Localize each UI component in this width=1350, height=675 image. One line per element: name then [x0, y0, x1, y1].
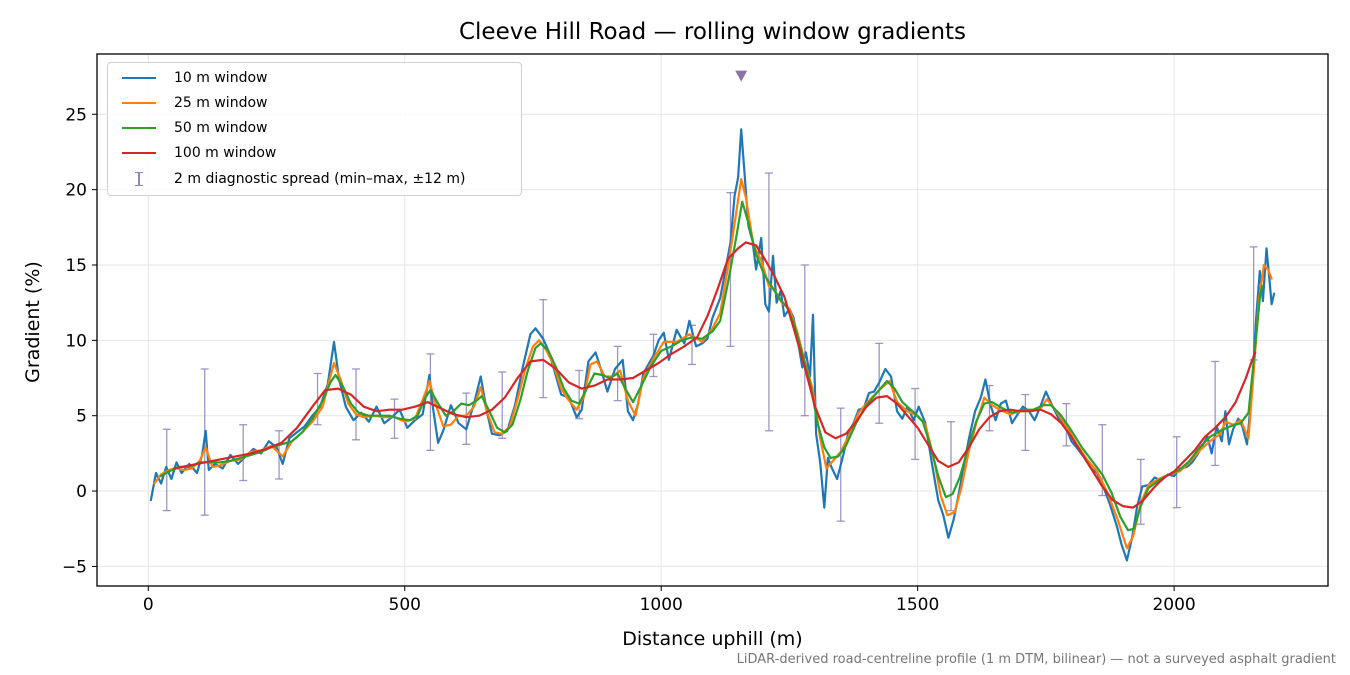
y-tick-label: 10 — [65, 331, 87, 351]
errorbar — [1021, 393, 1030, 452]
legend-item-25m: 25 m window — [122, 92, 267, 114]
y-tick-label: 20 — [65, 181, 87, 201]
x-tick-label: 0 — [143, 595, 154, 615]
legend-swatch-100m — [122, 146, 156, 160]
x-axis-ticks: 0 500 1000 1500 2000 — [143, 586, 1196, 615]
legend-label: 25 m window — [174, 95, 268, 111]
y-axis-ticks: −5 0 5 10 15 20 25 — [62, 105, 97, 577]
errorbar — [239, 424, 248, 482]
legend-swatch-10m — [122, 71, 156, 85]
errorbar — [498, 371, 507, 439]
series-100m-line — [172, 241, 1257, 509]
errorbar — [462, 392, 471, 445]
errorbar — [352, 368, 361, 441]
legend-label: 100 m window — [174, 145, 277, 161]
errorbar — [1211, 360, 1220, 467]
footnote: LiDAR-derived road-centreline profile (1… — [736, 652, 1336, 667]
x-tick-label: 500 — [389, 595, 421, 615]
series-25m-line — [153, 178, 1273, 550]
y-tick-label: 25 — [65, 105, 87, 125]
legend-item-50m: 50 m window — [122, 117, 267, 139]
x-tick-label: 1000 — [640, 595, 683, 615]
legend-item-errorbars: 2 m diagnostic spread (min–max, ±12 m) — [122, 168, 465, 190]
peak-marker — [735, 70, 748, 82]
x-tick-label: 2000 — [1152, 595, 1195, 615]
legend-label: 50 m window — [174, 120, 268, 136]
legend-swatch-50m — [122, 121, 156, 135]
legend: 10 m window 25 m window 50 m window 100 … — [107, 62, 522, 196]
y-tick-label: 15 — [65, 256, 87, 276]
legend-item-100m: 100 m window — [122, 142, 276, 164]
errorbar — [575, 369, 584, 420]
errorbar — [539, 299, 548, 399]
marker-layer — [735, 70, 748, 82]
plot-frame — [96, 53, 1329, 587]
y-tick-label: 0 — [76, 482, 87, 502]
series-layer — [149, 128, 1276, 562]
legend-label: 10 m window — [174, 70, 268, 86]
x-axis-label: Distance uphill (m) — [622, 628, 803, 650]
errorbar — [800, 264, 809, 417]
legend-item-10m: 10 m window — [122, 67, 267, 89]
y-tick-label: 5 — [76, 407, 87, 427]
x-tick-label: 1500 — [896, 595, 939, 615]
errorbar — [390, 398, 399, 439]
legend-swatch-errorbar — [122, 172, 156, 186]
legend-label: 2 m diagnostic spread (min–max, ±12 m) — [174, 171, 466, 187]
y-tick-label: −5 — [62, 557, 87, 577]
y-axis-label: Gradient (%) — [22, 261, 44, 383]
legend-swatch-25m — [122, 96, 156, 110]
series-50m-line — [160, 200, 1264, 532]
chart-title: Cleeve Hill Road — rolling window gradie… — [458, 19, 967, 45]
